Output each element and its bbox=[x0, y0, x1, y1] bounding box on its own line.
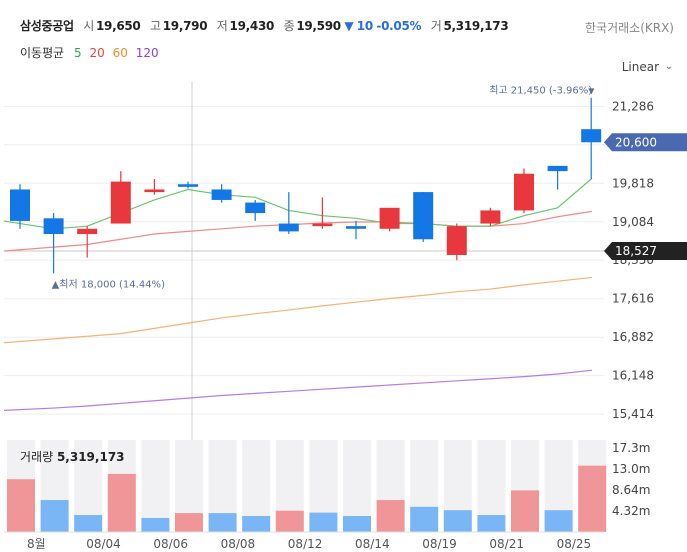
price-tick-label: 19,084 bbox=[612, 215, 654, 229]
ma-20: 20 bbox=[89, 46, 105, 60]
volume-bar bbox=[141, 517, 170, 532]
stock-name: 삼성중공업 bbox=[20, 19, 74, 33]
candle-body bbox=[10, 189, 30, 221]
volume-bar bbox=[74, 515, 103, 532]
chevron-down-icon[interactable]: ⌄ bbox=[664, 61, 673, 72]
volume-bar bbox=[175, 513, 203, 532]
volume-tick-label: 8.64m bbox=[612, 483, 650, 497]
volume-panel-label: 거래량 5,319,173 bbox=[20, 448, 125, 465]
price-tick-label: 15,414 bbox=[612, 407, 654, 421]
candle-body bbox=[547, 165, 568, 172]
open-value: 19,650 bbox=[95, 19, 141, 33]
quote-header: 삼성중공업 시 19,650 고 19,790 저 19,430 종 19,590 ▼ … bbox=[20, 17, 509, 34]
candle-body bbox=[514, 173, 534, 211]
price-tick-label: 21,286 bbox=[612, 99, 654, 113]
high-value: 19,790 bbox=[162, 19, 208, 33]
close-label: 종 bbox=[283, 19, 295, 33]
volume-bar bbox=[343, 516, 371, 532]
reference-price-label: 18,527 bbox=[615, 244, 657, 258]
candle-body bbox=[379, 207, 400, 229]
candle-body bbox=[346, 226, 366, 229]
ma-5: 5 bbox=[74, 46, 82, 60]
x-tick-label: 08/06 bbox=[153, 537, 188, 551]
x-tick-label: 08/21 bbox=[489, 537, 524, 551]
change-percent: -0.05% bbox=[376, 19, 422, 33]
low-label: 저 bbox=[216, 19, 228, 33]
exchange-name: 한국거래소(KRX) bbox=[585, 21, 674, 35]
candle-body bbox=[278, 223, 299, 232]
volume-bar bbox=[275, 510, 304, 532]
ma-legend-label: 이동평균 bbox=[20, 46, 65, 60]
candle-body bbox=[581, 129, 602, 143]
candle-body bbox=[43, 218, 64, 235]
current-price-label: 20,600 bbox=[615, 135, 657, 149]
price-tick-label: 17,616 bbox=[612, 292, 654, 306]
open-label: 시 bbox=[83, 19, 94, 33]
low-value: 19,430 bbox=[229, 19, 275, 33]
volume-bar bbox=[443, 510, 472, 532]
price-tick-label: 16,882 bbox=[612, 330, 654, 344]
volume-bar bbox=[7, 479, 35, 532]
candle-body bbox=[211, 189, 232, 200]
volume-bar bbox=[376, 500, 405, 532]
ma-60: 60 bbox=[112, 46, 128, 60]
close-value: 19,590 bbox=[296, 19, 341, 33]
candle-body bbox=[245, 202, 266, 214]
high-annotation-arrow: ▼ bbox=[588, 87, 595, 96]
x-tick-label: 08/19 bbox=[422, 537, 457, 551]
x-tick-label: 08/12 bbox=[288, 537, 323, 551]
candle-body bbox=[178, 184, 198, 187]
x-tick-label: 08/25 bbox=[557, 537, 592, 551]
x-tick-label: 08/04 bbox=[86, 537, 121, 551]
volume-bar bbox=[40, 500, 69, 532]
volume-bar bbox=[511, 490, 539, 532]
change-arrow-icon: ▼ bbox=[344, 19, 354, 33]
reference-price-tag bbox=[604, 241, 687, 260]
volume-tick-label: 17.3m bbox=[612, 441, 650, 455]
price-tick-label: 19,818 bbox=[612, 176, 654, 190]
volume-bar bbox=[544, 510, 573, 532]
volume-bar bbox=[578, 465, 607, 532]
candle-body bbox=[446, 226, 467, 255]
candle-body bbox=[77, 228, 98, 235]
candle-body bbox=[480, 210, 501, 224]
x-tick-label: 08/08 bbox=[221, 537, 256, 551]
x-tick-label: 8월 bbox=[27, 537, 46, 551]
volume-bar bbox=[477, 515, 506, 532]
ma20-line bbox=[3, 210, 593, 252]
candle-body bbox=[413, 192, 434, 240]
volume-panel-title: 거래량 bbox=[20, 450, 54, 464]
volume-bar bbox=[208, 513, 237, 532]
ma-120: 120 bbox=[135, 46, 159, 60]
price-tick-label: 16,148 bbox=[612, 369, 654, 383]
volume-tick-label: 4.32m bbox=[612, 504, 650, 518]
moving-average-legend[interactable]: 이동평균 5 20 60 120 bbox=[20, 44, 165, 61]
scale-mode-select[interactable]: Linear bbox=[621, 60, 659, 74]
candle-body bbox=[110, 181, 131, 224]
ma60-line bbox=[3, 276, 593, 344]
volume-bar bbox=[107, 473, 136, 532]
volume-value: 5,319,173 bbox=[443, 19, 509, 33]
volume-tick-label: 13.0m bbox=[612, 462, 650, 476]
current-price-tag bbox=[604, 133, 687, 152]
volume-label: 거 bbox=[430, 19, 442, 33]
low-annotation: ▲최저 18,000 (14.44%) bbox=[52, 278, 165, 290]
ma5-line bbox=[3, 177, 593, 230]
x-tick-label: 08/14 bbox=[355, 537, 390, 551]
volume-column-bg bbox=[141, 440, 170, 532]
ma120-line bbox=[3, 369, 593, 411]
high-annotation: 최고 21,450 (-3.96%) bbox=[489, 85, 592, 97]
candle-body bbox=[144, 189, 165, 193]
volume-panel-value: 5,319,173 bbox=[56, 450, 125, 464]
candle-body bbox=[312, 223, 333, 227]
volume-bar bbox=[410, 506, 439, 532]
change-value: 10 bbox=[356, 19, 373, 33]
high-label: 고 bbox=[150, 19, 161, 33]
volume-bar bbox=[309, 512, 338, 532]
volume-bar bbox=[242, 516, 271, 532]
